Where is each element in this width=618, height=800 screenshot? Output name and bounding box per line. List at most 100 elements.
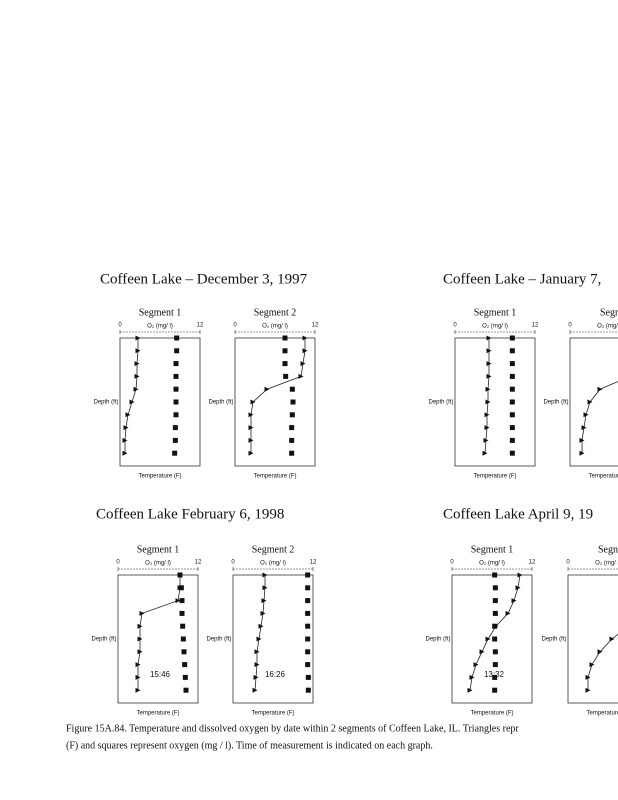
oxygen-marker [509, 386, 515, 392]
temperature-marker [485, 636, 491, 642]
oxygen-marker [289, 425, 295, 431]
temperature-axis-label: Temperature (F) [586, 711, 618, 717]
temperature-marker [137, 649, 143, 655]
temperature-marker [264, 386, 270, 392]
oxygen-marker [492, 598, 498, 604]
oxygen-axis-label: O₂ (mg/ l) [479, 561, 505, 567]
oxygen-tick-label: 12 [529, 560, 536, 566]
panel-title: Coffeen Lake – January 7, [443, 271, 601, 287]
oxygen-marker [289, 386, 295, 392]
oxygen-tick-label: 0 [118, 323, 122, 329]
oxygen-marker [282, 335, 288, 341]
oxygen-marker [179, 610, 185, 616]
temperature-marker [125, 412, 131, 418]
oxygen-marker [509, 412, 515, 418]
oxygen-marker [305, 585, 311, 591]
oxygen-marker [509, 335, 515, 341]
oxygen-marker [290, 399, 296, 405]
oxygen-axis-label: O₂ (mg/ l) [145, 561, 171, 567]
oxygen-marker [305, 598, 311, 604]
temperature-marker [486, 335, 492, 341]
plot-frame [117, 574, 199, 704]
oxygen-marker [492, 610, 498, 616]
temperature-marker [252, 687, 258, 693]
oxygen-marker [181, 649, 187, 655]
temperature-marker [260, 610, 266, 616]
oxygen-axis-label: O₂ (mg/ l) [262, 324, 288, 330]
segment-label: Segment 2 [254, 307, 297, 318]
temperature-marker [298, 373, 304, 379]
oxygen-marker [282, 361, 288, 367]
oxygen-marker [509, 348, 515, 354]
oxygen-marker [305, 649, 311, 655]
depth-axis-label: Depth (ft) [93, 400, 118, 406]
oxygen-marker [182, 662, 188, 668]
oxygen-marker [180, 636, 186, 642]
plot-frame [567, 574, 618, 704]
temperature-marker [248, 412, 254, 418]
oxygen-marker [182, 674, 188, 680]
temperature-axis-label: Temperature (F) [136, 711, 179, 717]
temperature-marker [256, 636, 262, 642]
temperature-marker [300, 361, 306, 367]
temperature-marker [579, 437, 585, 443]
oxygen-marker [492, 572, 498, 578]
oxygen-marker [509, 373, 515, 379]
oxygen-marker [305, 623, 311, 629]
temperature-marker [262, 585, 268, 591]
temperature-marker [505, 610, 511, 616]
temperature-marker [467, 687, 473, 693]
temperature-axis-label: Temperature (F) [470, 711, 513, 717]
oxygen-marker [492, 636, 498, 642]
temperature-marker [479, 649, 485, 655]
temperature-marker [133, 386, 139, 392]
oxygen-marker [174, 348, 180, 354]
temperature-line [254, 575, 266, 691]
segment-label: Segn [598, 544, 618, 555]
temperature-marker [250, 399, 256, 405]
oxygen-tick-label: 0 [568, 323, 572, 329]
temperature-marker [587, 399, 593, 405]
oxygen-marker [305, 572, 311, 578]
oxygen-tick-label: 0 [231, 560, 235, 566]
temperature-marker [248, 437, 254, 443]
oxygen-marker [492, 687, 498, 693]
time-label: 16:26 [265, 670, 286, 679]
oxygen-tick-label: 12 [195, 560, 202, 566]
temperature-axis-label: Temperature (F) [253, 474, 296, 480]
temperature-marker [135, 674, 141, 680]
segment-label: Segment 1 [474, 307, 517, 318]
temperature-marker [137, 623, 143, 629]
temperature-marker [139, 610, 145, 616]
temperature-marker [135, 348, 141, 354]
time-label: 13:32 [484, 670, 505, 679]
oxygen-marker [173, 399, 179, 405]
depth-axis-label: Depth (ft) [425, 637, 450, 643]
temperature-marker [609, 636, 615, 642]
temperature-line [581, 381, 618, 454]
temperature-marker [135, 335, 141, 341]
temperature-line [124, 338, 139, 454]
temperature-marker [485, 399, 491, 405]
temperature-marker [137, 636, 143, 642]
oxygen-marker [305, 674, 311, 680]
segment-label: Segment 1 [137, 544, 180, 555]
oxygen-axis-label: O₂ (mg/ l) [595, 561, 618, 567]
oxygen-marker [173, 373, 179, 379]
temperature-marker [253, 674, 259, 680]
temperature-marker [579, 450, 585, 456]
temperature-marker [484, 425, 490, 431]
oxygen-tick-label: 0 [116, 560, 120, 566]
temperature-marker [134, 373, 140, 379]
temperature-marker [581, 425, 587, 431]
plot-frame [232, 574, 314, 704]
oxygen-axis-label: O₂ (mg/ l) [482, 324, 508, 330]
depth-axis-label: Depth (ft) [541, 637, 566, 643]
temperature-marker [135, 687, 141, 693]
oxygen-marker [178, 585, 184, 591]
oxygen-tick-label: 0 [450, 560, 454, 566]
oxygen-marker [173, 361, 179, 367]
temperature-marker [258, 623, 264, 629]
